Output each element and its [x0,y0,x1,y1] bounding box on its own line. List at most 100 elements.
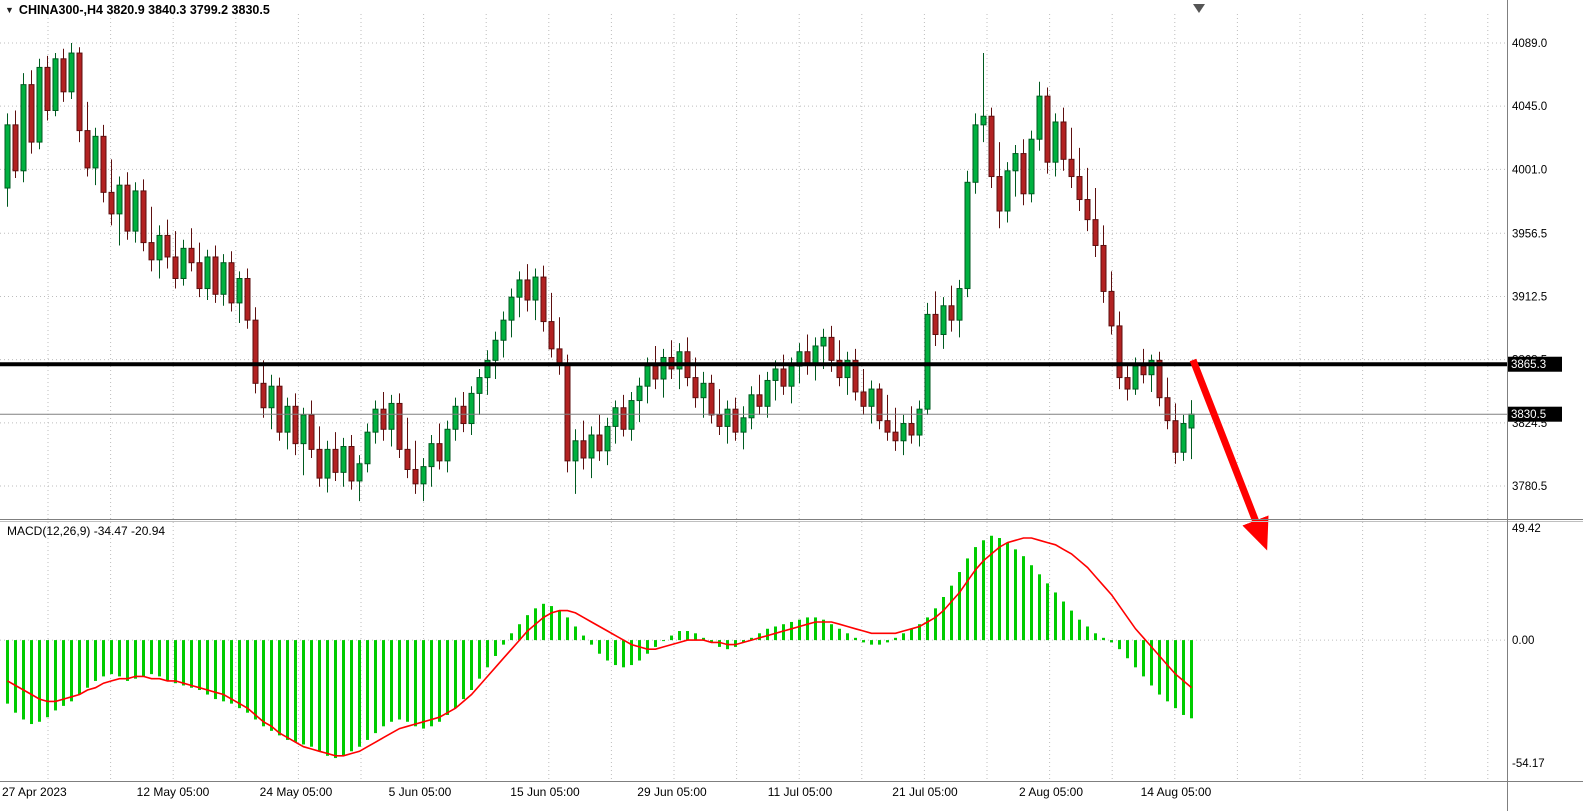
candle-body-down [1108,290,1115,327]
candle [916,400,923,447]
macd-histogram-bar [62,640,65,706]
candle-body-up [868,388,875,407]
candle [604,417,611,466]
macd-histogram-bar [430,640,433,727]
macd-histogram-bar [734,640,737,647]
candle-body-down [548,321,555,350]
candle-body-up [588,434,595,459]
candle [124,172,131,240]
candle-body-down [524,279,531,301]
macd-histogram-bar [966,558,969,641]
candle-body-up [700,382,707,399]
macd-histogram-bar [758,633,761,641]
trend-arrow[interactable] [1189,358,1269,551]
macd-histogram-bar [1006,542,1009,641]
candle [580,420,587,470]
candle-body-up [1132,365,1139,390]
candle-body-up [516,279,523,298]
candle-body-up [68,52,75,93]
macd-histogram-bar [710,640,713,643]
candle [1052,113,1059,177]
candle [156,225,163,279]
candle [932,291,939,346]
date-label: 14 Aug 05:00 [1141,785,1212,799]
candle-body-down [140,190,147,244]
candle-body-down [716,414,723,427]
macd-histogram-bar [982,540,985,641]
candle [340,437,347,487]
macd-histogram-bar [326,640,329,756]
candle-body-down [316,448,323,479]
macd-histogram-bar [990,535,993,641]
macd-histogram-bar [814,617,817,641]
price-axis-label: 3956.5 [1512,228,1547,240]
candle [1116,311,1123,390]
macd-histogram-bar [870,640,873,645]
candle-body-up [532,276,539,301]
candle [1012,144,1019,197]
candle-body-down [228,262,235,304]
candle [892,407,899,451]
candle [868,380,875,424]
symbol-dropdown-icon[interactable]: ▼ [5,5,14,15]
price-axis-label: 3780.5 [1512,481,1547,493]
macd-histogram-bar [702,637,705,641]
candle-body-up [132,190,139,232]
date-label: 29 Jun 05:00 [637,785,707,799]
macd-histogram-bar [126,640,129,681]
candle [132,182,139,243]
candle-body-up [372,408,379,433]
candle-body-down [1156,359,1163,399]
macd-histogram-bar [78,640,81,695]
candle [764,371,771,418]
candle-body-up [468,392,475,425]
candle-body-up [236,278,243,304]
candle [596,414,603,461]
candle-body-down [412,468,419,485]
macd-axis-label: 0.00 [1512,635,1534,647]
candle [268,374,275,430]
macd-histogram-bar [110,640,113,675]
macd-axis-label: 49.42 [1512,523,1541,535]
candle [412,440,419,494]
macd-histogram-bar [1158,640,1161,695]
candle [1108,271,1115,335]
macd-histogram-bar [686,631,689,641]
candle-body-down [932,313,939,336]
candle-body-down [276,385,283,433]
candle-body-up [356,463,363,482]
candle-body-up [644,365,651,387]
candle-body-down [780,368,787,387]
candle-body-down [860,391,867,407]
candle [628,391,635,441]
candle [116,176,123,246]
candle-body-down [396,402,403,450]
candle [716,389,723,436]
candle-body-down [12,124,19,172]
macd-histogram-bar [822,619,825,641]
candle-body-up [492,339,499,361]
candle [660,348,667,398]
macd-histogram-bar [406,640,409,722]
date-label: 12 May 05:00 [137,785,210,799]
macd-histogram-bar [526,615,529,641]
candle [212,245,219,303]
candle [420,457,427,502]
macd-histogram-bar [886,640,889,643]
candle-body-up [788,365,795,387]
macd-histogram-bar [438,640,441,722]
date-label: 11 Jul 05:00 [768,785,833,799]
candle-body-up [940,305,947,336]
candle-body-up [628,400,635,430]
candle [732,397,739,441]
candle [172,231,179,289]
chart-shift-marker-icon[interactable] [1193,4,1205,13]
macd-histogram-bar [678,631,681,641]
candle [900,414,907,456]
candle [428,435,435,487]
candle [748,386,755,430]
price-badge-hline: 3865.3 [1511,359,1546,371]
candle [940,297,947,349]
candle-body-down [620,407,627,430]
